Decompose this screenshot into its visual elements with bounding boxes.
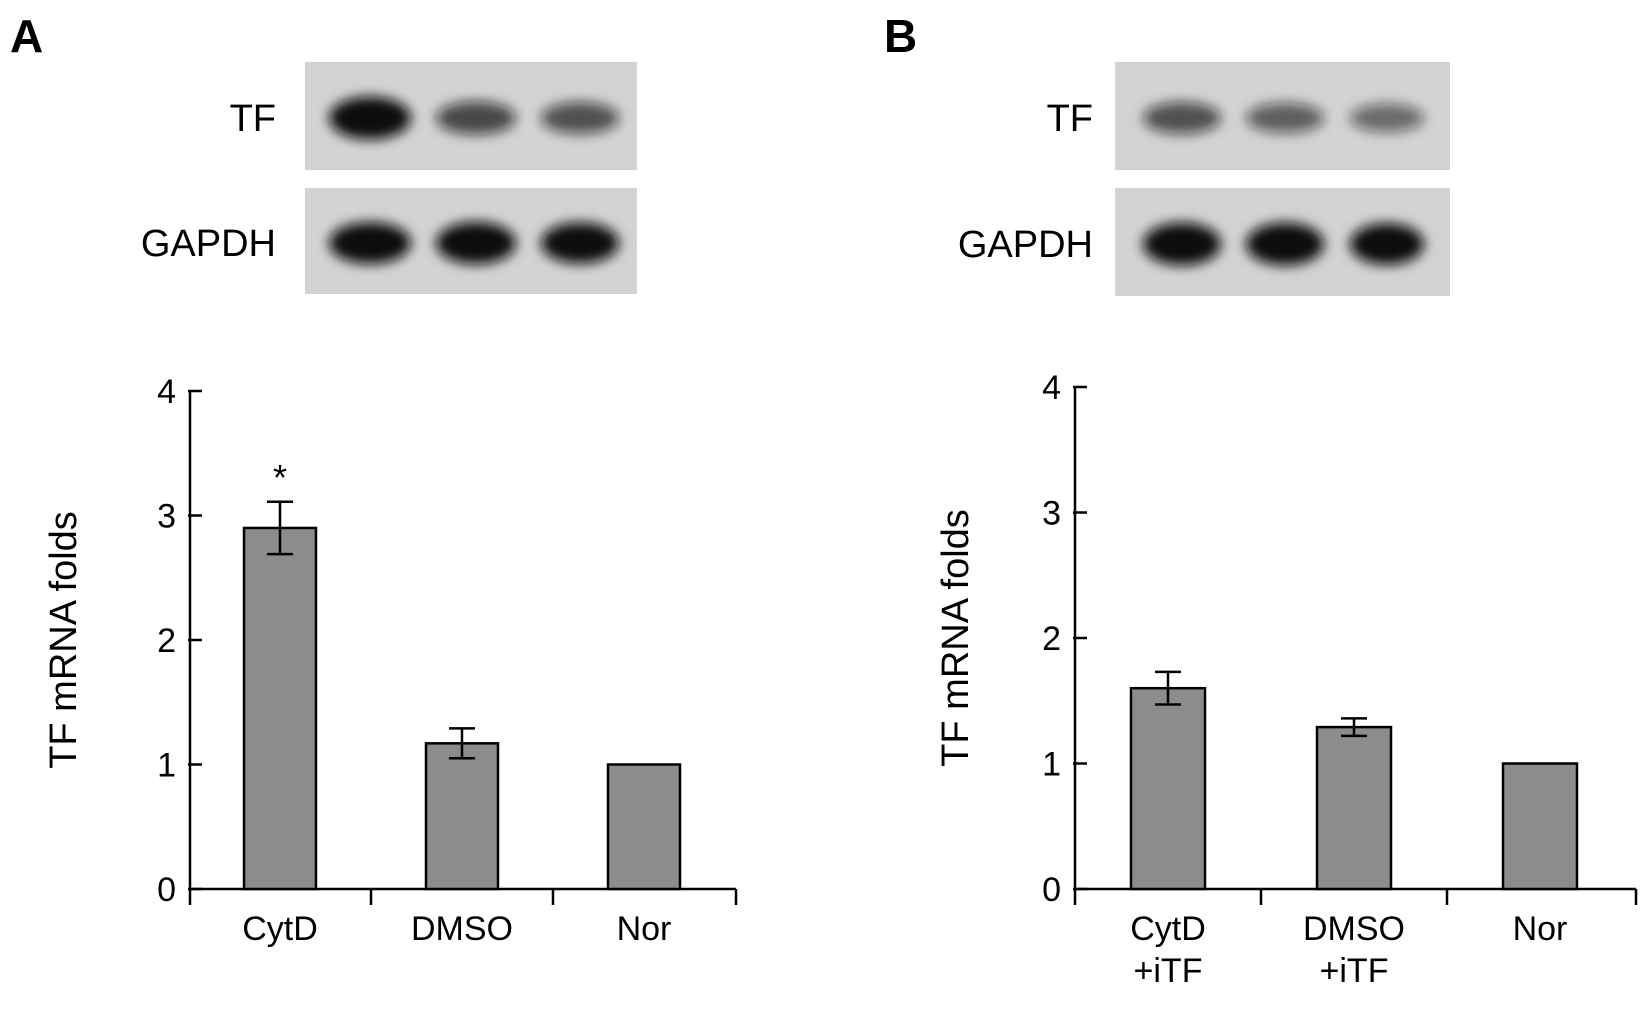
x-tick-label: DMSO bbox=[411, 910, 513, 948]
blot-band bbox=[1143, 102, 1221, 134]
blot-band bbox=[1350, 223, 1424, 265]
y-tick-label: 2 bbox=[1042, 620, 1061, 658]
significance-marker: * bbox=[273, 457, 287, 498]
error-bar bbox=[1341, 717, 1367, 738]
panel-b: B TF GAPDH 0 1 2 3 4 TF mRNA folds CytD +iTF DMSO… bbox=[884, 10, 1638, 990]
bar bbox=[1315, 725, 1393, 891]
error-bar bbox=[267, 500, 293, 556]
y-tick-label: 1 bbox=[157, 747, 176, 785]
blot-row: TF bbox=[230, 62, 637, 170]
blot-band bbox=[1350, 103, 1424, 133]
blot-band bbox=[329, 222, 411, 264]
bar bbox=[1129, 686, 1207, 891]
bar bbox=[424, 742, 500, 891]
blot-row-label: TF bbox=[230, 98, 276, 140]
y-tick-label: 3 bbox=[157, 498, 176, 536]
bar bbox=[606, 763, 682, 891]
panel-label-a: A bbox=[10, 10, 43, 62]
blot-row: TF bbox=[1047, 62, 1450, 170]
blot-row: GAPDH bbox=[958, 188, 1450, 296]
y-tick-label: 3 bbox=[1042, 495, 1061, 533]
x-tick-label: CytD bbox=[242, 910, 318, 948]
x-tick-label: Nor bbox=[617, 910, 672, 948]
blot-band bbox=[329, 96, 411, 140]
error-bar bbox=[1155, 670, 1181, 706]
error-bar bbox=[449, 727, 475, 760]
y-tick-label: 1 bbox=[1042, 746, 1061, 784]
blot-band bbox=[541, 102, 619, 134]
western-blot-a: TF GAPDH bbox=[141, 62, 637, 294]
blot-band bbox=[436, 101, 516, 135]
x-tick-label: Nor bbox=[1513, 910, 1568, 948]
blot-band bbox=[1246, 102, 1324, 134]
y-axis-label: TF mRNA folds bbox=[43, 511, 85, 769]
blot-band bbox=[1143, 222, 1221, 266]
blot-row-label: GAPDH bbox=[141, 223, 276, 265]
blot-row: GAPDH bbox=[141, 188, 637, 294]
x-tick-label: +iTF bbox=[1320, 952, 1389, 990]
blot-row-label: GAPDH bbox=[958, 224, 1093, 266]
blot-band bbox=[541, 222, 619, 264]
y-tick-label: 0 bbox=[1042, 871, 1061, 909]
x-tick-label: CytD bbox=[1130, 910, 1206, 948]
y-tick-label: 2 bbox=[157, 622, 176, 660]
bar-chart-b: 0 1 2 3 4 TF mRNA folds CytD +iTF DMSO +iTF Nor bbox=[935, 369, 1638, 990]
bar bbox=[242, 526, 318, 891]
y-tick-label: 4 bbox=[157, 373, 176, 411]
blot-band bbox=[436, 221, 516, 265]
western-blot-b: TF GAPDH bbox=[958, 62, 1450, 296]
x-tick-label: DMSO bbox=[1303, 910, 1405, 948]
bar-chart-a: 0 1 2 3 4 TF mRNA folds * CytD DMSO Nor bbox=[43, 373, 738, 948]
bar bbox=[1501, 762, 1579, 891]
blot-band bbox=[1246, 222, 1324, 266]
y-tick-label: 4 bbox=[1042, 369, 1061, 407]
panel-a: A TF GAPDH 0 1 2 3 4 TF mRNA folds * CytD DMSO Nor bbox=[10, 10, 738, 948]
blot-row-label: TF bbox=[1047, 98, 1093, 140]
x-tick-label: +iTF bbox=[1134, 952, 1203, 990]
y-axis-label: TF mRNA folds bbox=[935, 509, 977, 767]
panel-label-b: B bbox=[884, 10, 917, 62]
y-tick-label: 0 bbox=[157, 871, 176, 909]
